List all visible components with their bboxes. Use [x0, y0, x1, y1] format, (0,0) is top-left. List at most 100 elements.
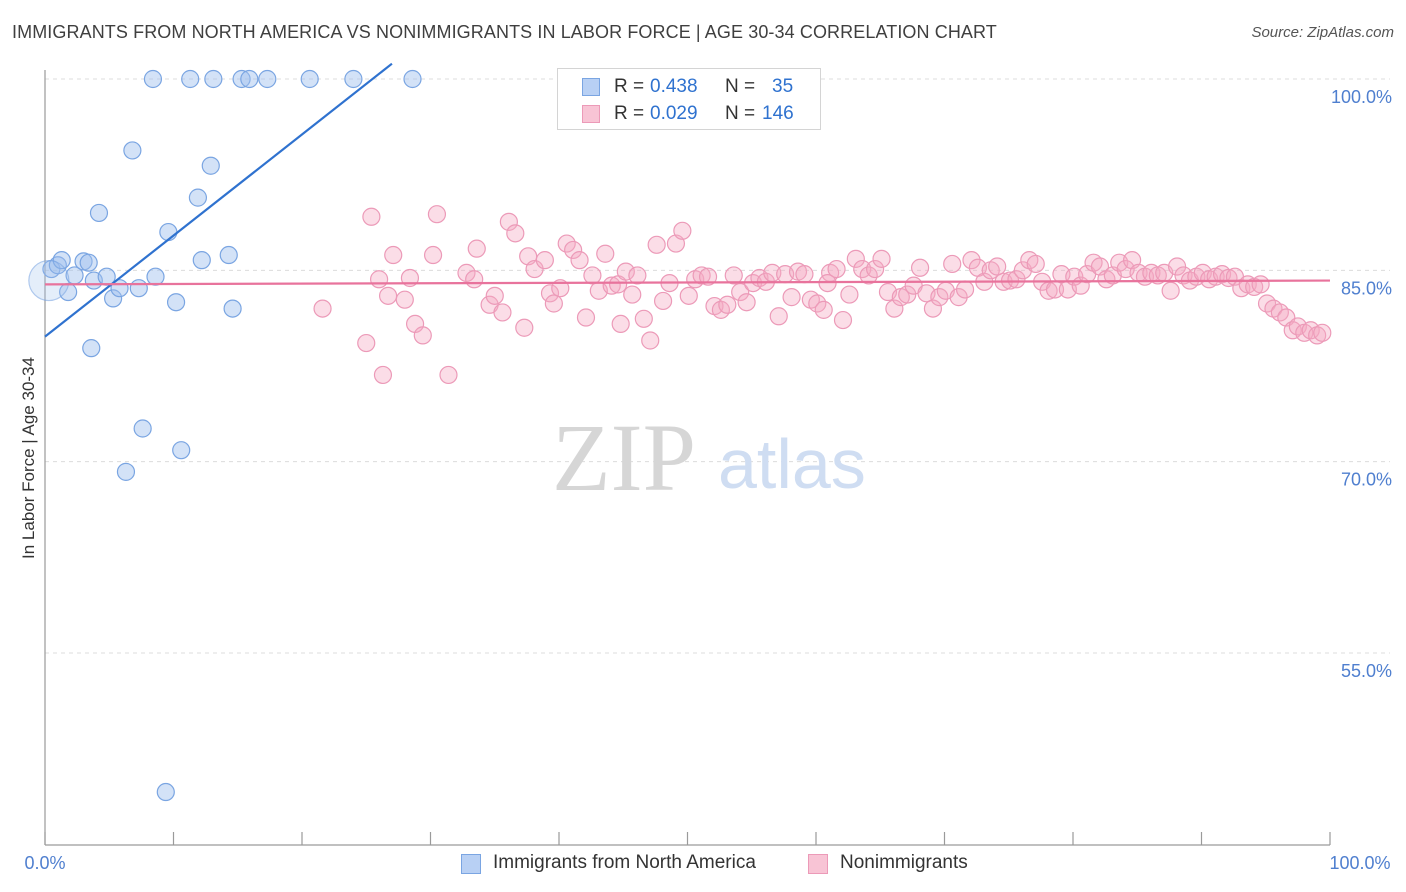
- series-legend: Immigrants from North America Nonimmigra…: [0, 852, 1406, 878]
- n-value: 35: [772, 76, 794, 97]
- y-tick-label-100: 100.0%: [1331, 87, 1392, 107]
- nonimmigrants-point-45: [673, 221, 692, 240]
- nonimmigrants-point-94: [988, 257, 1007, 276]
- nonimmigrants-point-29: [570, 251, 589, 270]
- nonimmigrants-point-36: [616, 262, 635, 281]
- immigrants-point-18: [159, 222, 178, 242]
- immigrants-point-9: [89, 203, 109, 223]
- immigrants-point-34: [344, 69, 363, 89]
- nonimmigrants-point-33: [596, 244, 615, 263]
- n-label: N =: [725, 103, 756, 124]
- nonimmigrants-point-75: [866, 259, 885, 279]
- nonimmigrants-point-147: [467, 239, 486, 258]
- nonimmigrants-point-78: [885, 299, 904, 318]
- immigrants-point-21: [188, 188, 208, 207]
- nonimmigrants-point-11: [427, 205, 447, 224]
- nonimmigrants-point-31: [583, 266, 602, 285]
- nonimmigrants-point-76: [872, 249, 891, 268]
- immigrants-point-cluster: [28, 259, 70, 302]
- nonimmigrants-point-64: [795, 265, 814, 284]
- nonimmigrants-point-10: [423, 245, 443, 265]
- y-tick-label-55: 55.0%: [1341, 661, 1392, 681]
- legend-swatch-pink: [808, 854, 828, 874]
- immigrants-point-6: [79, 253, 98, 272]
- nonimmigrants-point-24: [540, 284, 560, 303]
- nonimmigrants-point-122: [1167, 257, 1187, 276]
- immigrants-point-23: [201, 156, 220, 175]
- nonimmigrants-point-28: [564, 240, 583, 260]
- legend-swatch-blue: [582, 78, 600, 96]
- nonimmigrants-point-30: [576, 308, 596, 327]
- immigrants-point-27: [143, 69, 163, 89]
- watermark: ZIP atlas: [552, 404, 866, 511]
- immigrants-point-2: [52, 251, 71, 270]
- immigrants-point-29: [204, 69, 223, 89]
- nonimmigrants-point-16: [485, 286, 504, 305]
- immigrants-point-20: [172, 441, 191, 460]
- nonimmigrants-point-9: [413, 326, 432, 345]
- nonimmigrants-point-39: [634, 309, 653, 328]
- nonimmigrants-point-2: [357, 333, 376, 353]
- nonimmigrants-point-49: [698, 267, 718, 286]
- immigrants-point-13: [129, 279, 148, 298]
- nonimmigrants-point-100: [1026, 254, 1045, 274]
- immigrants-point-33: [300, 69, 319, 89]
- nonimmigrants-point-37: [623, 285, 642, 304]
- immigrants-point-24: [219, 245, 238, 265]
- axes: [44, 70, 1331, 846]
- nonimmigrants-point-5: [378, 286, 398, 305]
- chart-title: IMMIGRANTS FROM NORTH AMERICA VS NONIMMI…: [12, 22, 997, 42]
- nonimmigrants-point-130: [1219, 268, 1238, 288]
- immigrants-point-14: [123, 141, 142, 160]
- nonimmigrants-point-60: [769, 307, 788, 326]
- axis-labels: In Labor Force | Age 30-34 0.0% 100.0% 5…: [19, 87, 1392, 873]
- stats-legend: R = 0.438 N = 35 R = 0.029 N = 146: [557, 68, 821, 130]
- nonimmigrants-point-84: [923, 299, 943, 318]
- nonimmigrants-point-48: [692, 266, 711, 285]
- stats-row-immigrants: R = 0.438 N = 35: [558, 75, 820, 101]
- immigrants-point-26: [156, 782, 175, 802]
- legend-label-nonimmigrants: Nonimmigrants: [840, 852, 968, 873]
- watermark-atlas: atlas: [718, 425, 866, 503]
- immigrants-point-22: [192, 251, 211, 270]
- nonimmigrants-point-12: [439, 365, 458, 385]
- nonimmigrants-point-67: [814, 300, 833, 319]
- nonimmigrants-point-70: [833, 310, 853, 330]
- nonimmigrants-point-46: [679, 286, 698, 305]
- immigrants-point-11: [104, 289, 123, 308]
- nonimmigrants-point-18: [499, 212, 518, 231]
- nonimmigrants-point-17: [493, 303, 512, 322]
- nonimmigrants-point-144: [1308, 326, 1327, 345]
- nonimmigrants-point-135: [1251, 275, 1270, 294]
- nonimmigrants-point-34: [602, 276, 621, 295]
- nonimmigrants-point-0: [313, 299, 332, 318]
- nonimmigrants-point-25: [544, 294, 563, 313]
- nonimmigrants-point-62: [782, 288, 801, 307]
- nonimmigrants-point-40: [641, 331, 660, 350]
- stats-row-nonimmigrants: R = 0.029 N = 146: [558, 102, 820, 128]
- nonimmigrants-point-97: [1007, 270, 1026, 289]
- immigrants-points: [28, 69, 422, 802]
- nonimmigrants-point-52: [718, 295, 737, 314]
- immigrants-point-8: [82, 339, 101, 358]
- legend-swatch-pink: [582, 105, 600, 123]
- legend-label-immigrants: Immigrants from North America: [493, 852, 756, 873]
- r-label: R =: [614, 103, 645, 124]
- r-label: R =: [614, 76, 645, 97]
- nonimmigrants-point-72: [846, 249, 865, 268]
- watermark-zip: ZIP: [552, 404, 696, 511]
- trend-line-nonimmigrants: [44, 279, 1331, 286]
- nonimmigrants-point-41: [647, 235, 666, 254]
- nonimmigrants-point-145: [1313, 323, 1332, 342]
- nonimmigrants-point-20: [515, 318, 534, 337]
- nonimmigrants-point-69: [827, 259, 846, 279]
- y-tick-label-85: 85.0%: [1341, 278, 1392, 298]
- n-label: N =: [725, 76, 756, 97]
- nonimmigrants-point-82: [910, 258, 930, 277]
- nonimmigrants-point-3: [370, 270, 389, 289]
- immigrants-point-16: [116, 462, 136, 481]
- nonimmigrants-point-54: [731, 282, 750, 302]
- immigrants-point-25: [223, 299, 242, 318]
- y-tick-label-70: 70.0%: [1341, 470, 1392, 490]
